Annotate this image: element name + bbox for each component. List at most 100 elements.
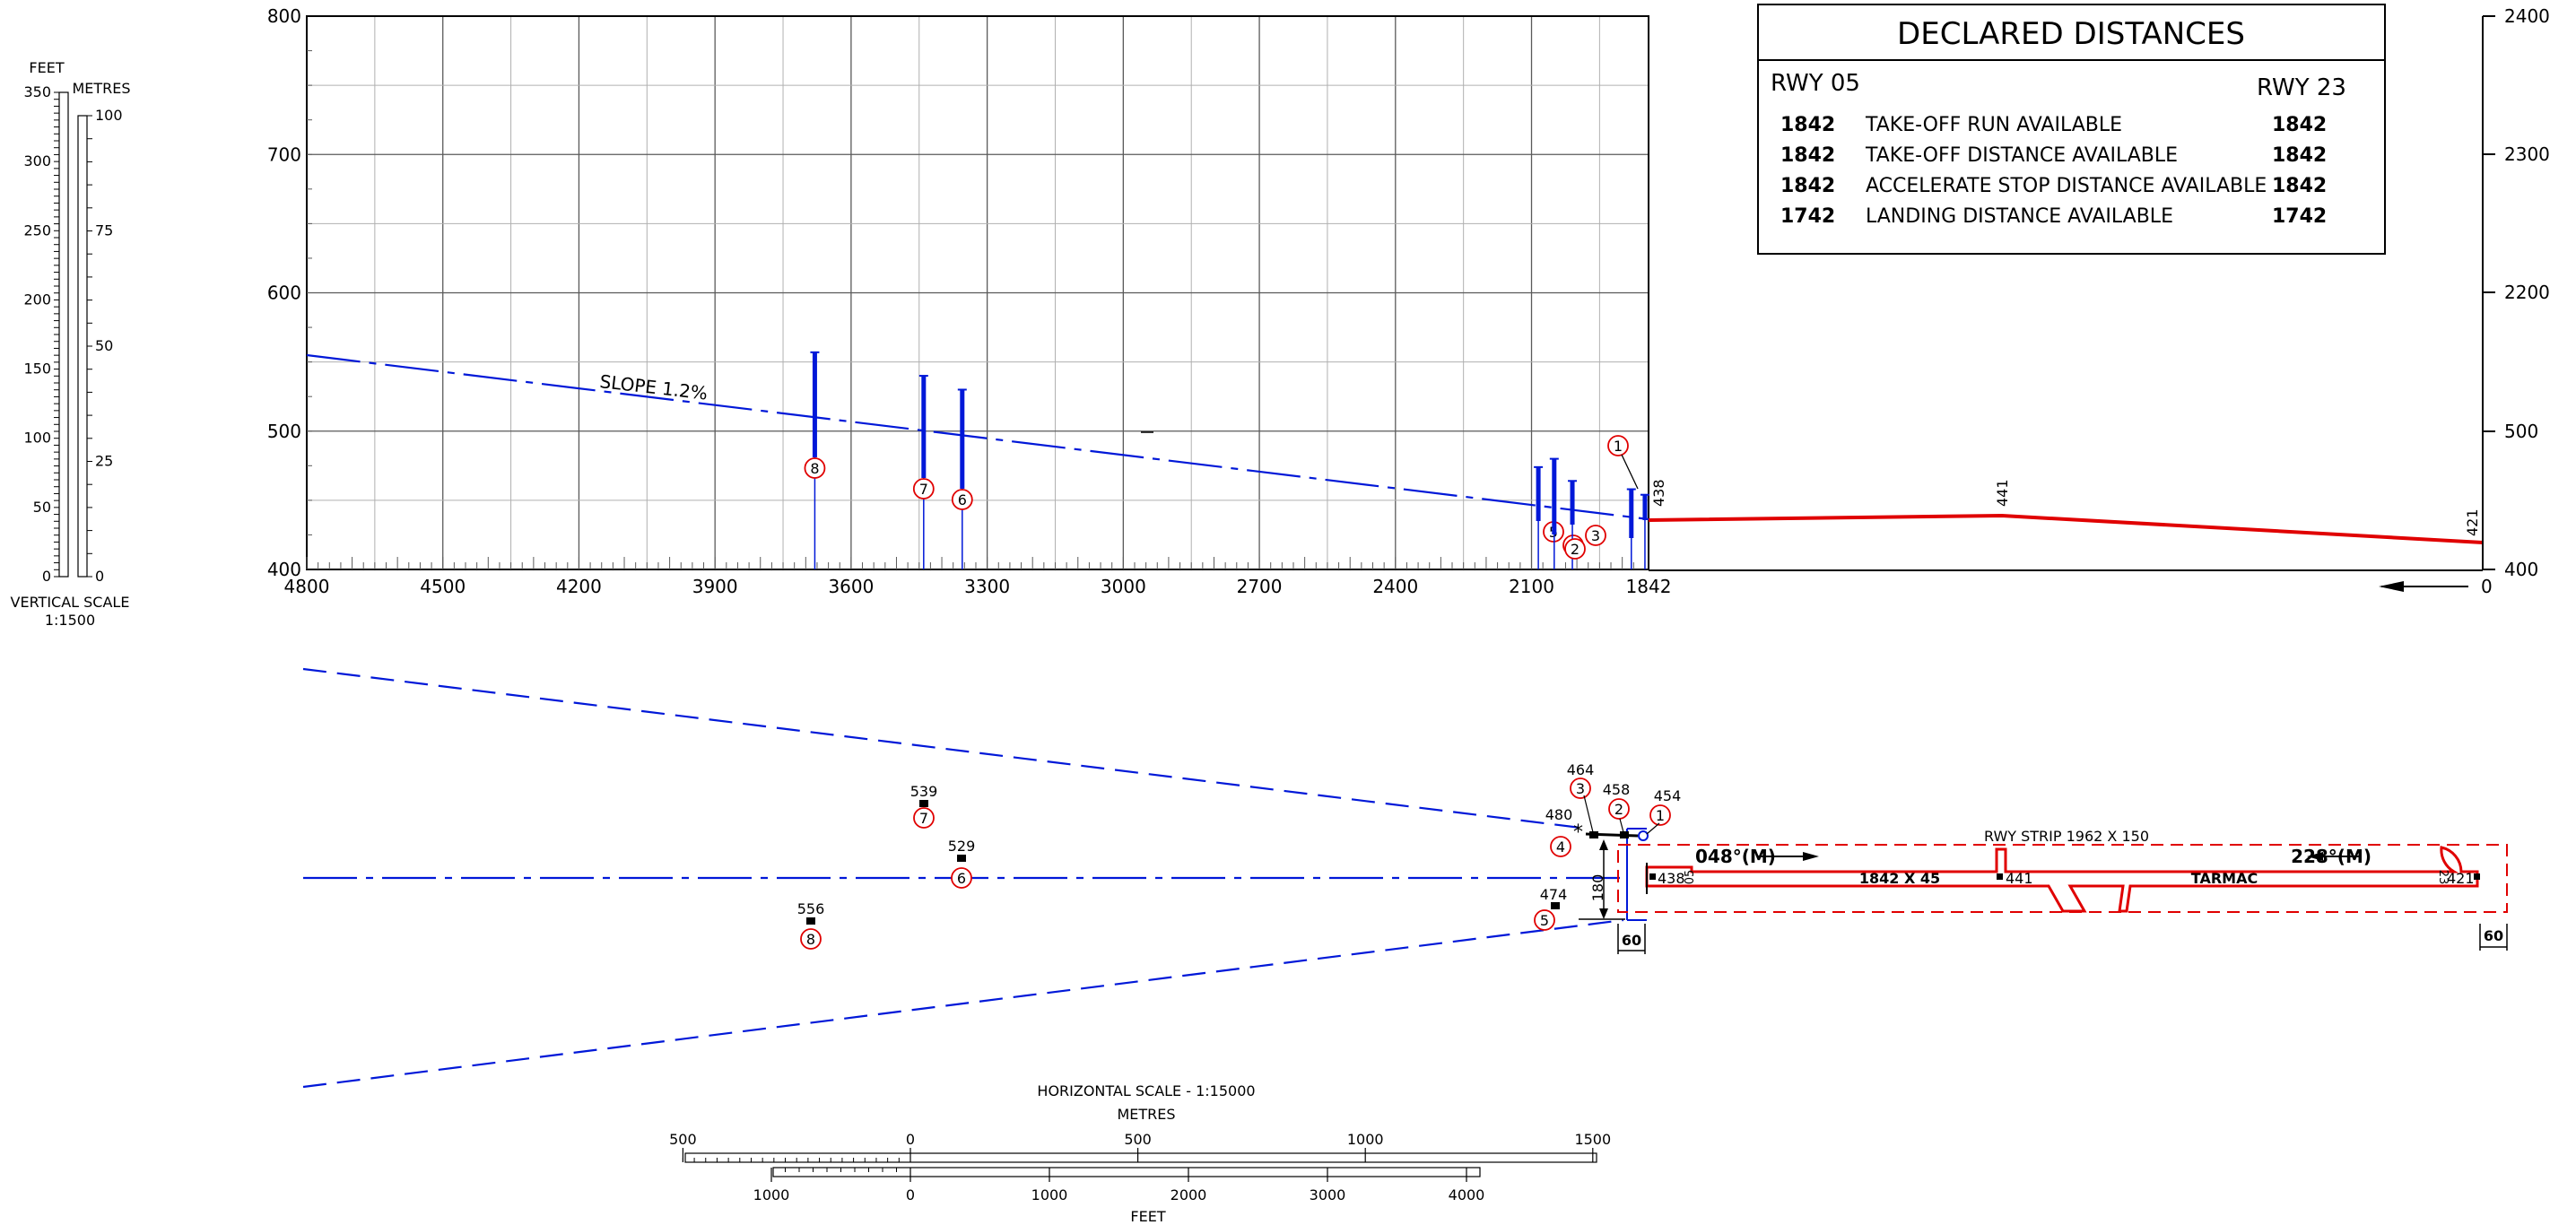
metre-tick-label: 50 [95, 337, 113, 354]
obstacle-7-number: 7 [919, 481, 928, 498]
obstacle-row-line [1585, 832, 1639, 838]
vertical-scale-ratio: 1:1500 [45, 612, 95, 629]
feet-unit-label: FEET [29, 59, 64, 76]
feet-ticks: 350 300 250 200 150 100 50 0 [23, 83, 59, 585]
metres-unit-label: METRES [72, 80, 130, 97]
heading-05-arrow-head [1803, 852, 1819, 861]
obstacle-4-star-icon: * [1573, 821, 1583, 844]
profile-grid [306, 15, 1649, 570]
x-tick-label: 2700 [1237, 576, 1283, 597]
slope-label: SLOPE 1.2% [598, 370, 709, 404]
feet-tick-label: 350 [23, 83, 51, 100]
elev-marker-438 [1649, 873, 1656, 880]
obstacle-7-badge [912, 478, 935, 500]
metre-scale-ticks: 500 0 500 1000 1500 [669, 1131, 1611, 1162]
obstacle-6-height: 529 [948, 838, 976, 855]
dim-60-right-label: 60 [2484, 927, 2503, 944]
dd-row-label: TAKE-OFF RUN AVAILABLE [1865, 114, 2122, 136]
vertical-scale-caption: VERTICAL SCALE [11, 594, 130, 611]
dd-row-label: ACCELERATE STOP DISTANCE AVAILABLE [1866, 175, 2267, 197]
y-tick-label: 600 [267, 282, 301, 304]
obstacle-2-plan-badge [1608, 798, 1630, 820]
direction-arrow-head [2379, 581, 2404, 592]
x-tick-label: 3900 [692, 576, 738, 597]
minor-ticks [306, 50, 1646, 569]
obstacle-5-height: 474 [1540, 886, 1568, 903]
metres-bar [684, 1152, 1597, 1163]
x-tick-labels: 4800 4500 4200 3900 3600 3300 3000 2700 2400 2100… [284, 576, 1672, 597]
dd-right-value: 1842 [2272, 114, 2327, 136]
obstacle-2-leader [1619, 818, 1624, 833]
obstacle-1-marker [1638, 830, 1649, 841]
elev-marker-441 [1997, 873, 2003, 880]
right-axis: 2400 2300 2200 500 400 [2482, 5, 2550, 580]
feet-bar [772, 1167, 1481, 1177]
dim-180-arrow-top [1599, 839, 1608, 850]
feet-scale-ticks: 1000 0 1000 2000 3000 4000 [753, 1168, 1484, 1203]
obstacle-8-plan-marker [806, 917, 815, 925]
metre-scale-label: 500 [669, 1131, 697, 1148]
rwy-23-header: RWY 23 [2257, 74, 2346, 101]
y-tick-label: 400 [267, 559, 301, 580]
obstacle-5-plan-number: 5 [1540, 912, 1549, 929]
runway-dimensions: 1842 X 45 [1859, 870, 1940, 887]
y-tick-label: 700 [267, 143, 301, 165]
plan-view: 180 60 60 RWY STRIP 1962 X 150 048°(M) 2… [302, 667, 2508, 1089]
obstacle-3-leader [1583, 795, 1594, 833]
x-tick-label: 4500 [420, 576, 466, 597]
plan-obstacles: 539 7 529 6 556 8 464 3 458 2 454 1 480 4 474 5 [797, 761, 1682, 950]
obstacle-3-height: 464 [1567, 761, 1595, 778]
declared-distances-rows: 1842 TAKE-OFF RUN AVAILABLE 1842 1842 TAKE-O… [1780, 114, 2327, 228]
runway-strip-label: RWY STRIP 1962 X 150 [1984, 828, 2149, 845]
obstacle-4-plan-badge [1550, 836, 1571, 857]
x-tick-label: 3600 [828, 576, 874, 597]
obstacle-4-plan-number: 4 [1556, 838, 1565, 856]
x-tick-label: 4200 [556, 576, 602, 597]
obstacle-2-number: 2 [1571, 541, 1580, 558]
feet-scale-label: 3000 [1310, 1186, 1346, 1203]
obstacle-7-height: 539 [910, 783, 938, 800]
profile-elev-421: 421 [2464, 508, 2481, 536]
metre-tick-label: 0 [95, 568, 104, 585]
runway-strip [1617, 844, 2508, 913]
obstacle-1-number: 1 [1614, 438, 1623, 455]
dim-60-left-label: 60 [1622, 932, 1641, 949]
right-axis-label: 2300 [2504, 143, 2550, 165]
rwy-23-number: 23 [2436, 870, 2450, 885]
profile-elev-441: 441 [1994, 479, 2011, 507]
obstacle-1-plan-number: 1 [1656, 807, 1665, 824]
upper-splay-line [302, 667, 1588, 830]
feet-scale-bar [58, 91, 69, 578]
obstacle-1-badge [1607, 435, 1629, 456]
declared-distances-title: DECLARED DISTANCES [1897, 16, 2245, 52]
obstacle-3-plan-badge [1570, 778, 1591, 799]
horizontal-scale-metres: METRES [1117, 1106, 1175, 1123]
metre-scale-label: 1500 [1574, 1131, 1611, 1148]
dd-right-value: 1742 [2272, 205, 2327, 228]
obstacle-1-plan-badge [1649, 804, 1671, 826]
obstacle-4-height: 480 [1545, 806, 1573, 823]
dd-left-value: 1742 [1780, 205, 1835, 228]
rwy-05-number: 05 [1684, 870, 1697, 885]
feet-tick-label: 50 [33, 499, 51, 516]
runway-profile-line [1648, 513, 2484, 544]
x-tick-label: 3000 [1101, 576, 1146, 597]
declared-distances-box [1757, 4, 2386, 255]
elev-438: 438 [1658, 870, 1685, 887]
declared-distances-table: DECLARED DISTANCES RWY 05 RWY 23 1842 TAK… [1757, 4, 2386, 255]
obstacle-3-badge [1585, 525, 1606, 546]
obstacle-7-plan-number: 7 [919, 810, 928, 827]
dd-right-value: 1842 [2272, 144, 2327, 167]
obstacle-2-height: 458 [1603, 781, 1631, 798]
profile-elev-438: 438 [1650, 479, 1667, 507]
obstacle-1-height: 454 [1654, 787, 1682, 804]
horizontal-scale-caption: HORIZONTAL SCALE - 1:15000 [1037, 1082, 1255, 1099]
obstacle-6-badge [951, 489, 973, 510]
feet-scale-label: 1000 [1031, 1186, 1068, 1203]
metre-tick-label: 75 [95, 222, 113, 239]
feet-tick-label: 0 [42, 568, 51, 585]
obstacle-3-number: 3 [1591, 527, 1600, 544]
runway-surface: TARMAC [2191, 870, 2258, 887]
